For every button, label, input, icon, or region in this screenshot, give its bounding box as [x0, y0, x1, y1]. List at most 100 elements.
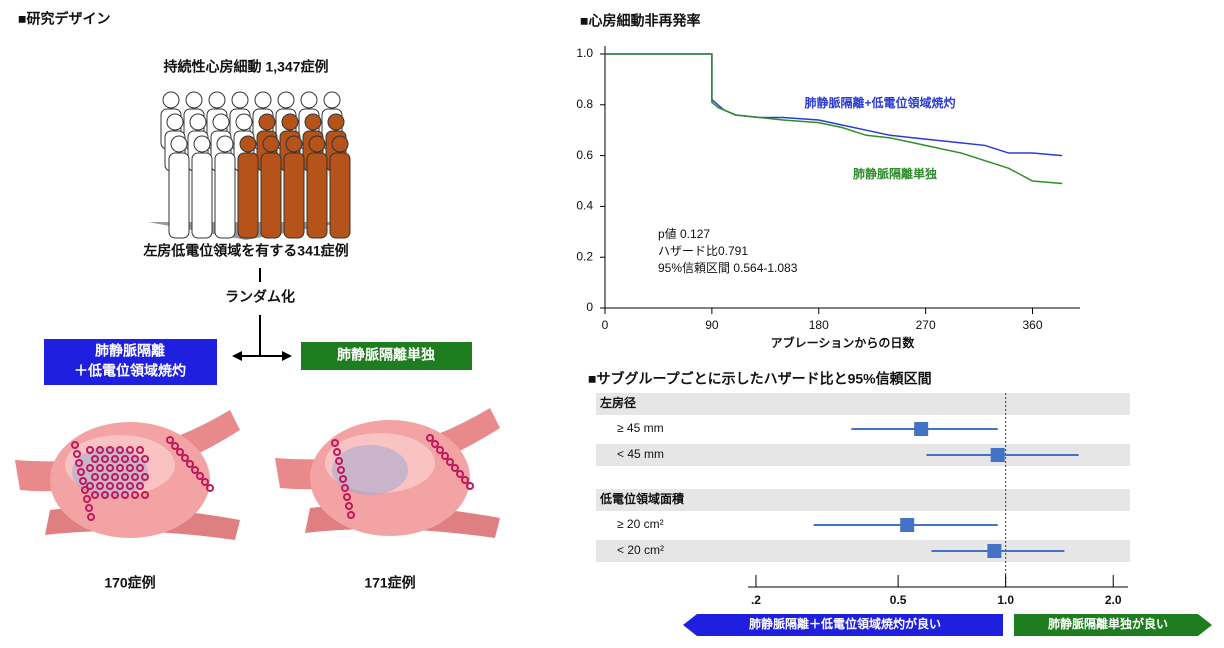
arm-b-n: 171症例 [364, 575, 415, 591]
hr-square [914, 422, 929, 436]
ablation-dot [91, 455, 99, 463]
hr-square [987, 544, 1002, 558]
arrowhead [232, 351, 242, 361]
arm-a-label: ＋低電位領域焼灼 [74, 363, 186, 379]
ablation-dot [116, 446, 124, 454]
ablation-dot [456, 470, 464, 478]
chart-title: ■サブグループごとに示したハザード比と95%信頼区間 [588, 371, 932, 387]
row-label: ≥ 20 cm² [617, 517, 664, 531]
favor-arrow [1014, 614, 1212, 636]
ablation-dot [341, 484, 349, 492]
ablation-dot [131, 491, 139, 499]
row-label: ≥ 45 mm [617, 421, 664, 435]
person-head [281, 113, 299, 131]
person-head [308, 135, 326, 153]
person-body [260, 152, 282, 239]
ablation-dot [111, 455, 119, 463]
y-tick-label: 0.4 [576, 199, 593, 213]
x-tick-label: 0.5 [890, 593, 907, 607]
person-head [262, 135, 280, 153]
chart-title: ■心房細動非再発率 [580, 13, 700, 29]
person-head [327, 113, 345, 131]
person-head [208, 91, 226, 109]
ablation-dot [106, 464, 114, 472]
person-head [189, 113, 207, 131]
y-tick-label: 0.8 [576, 97, 593, 111]
person-head [323, 91, 341, 109]
x-tick-label: 1.0 [997, 593, 1014, 607]
ablation-dot [176, 448, 184, 456]
x-tick-label: 360 [1022, 318, 1042, 332]
person-head [212, 113, 230, 131]
person-head [193, 135, 211, 153]
ablation-dot [91, 473, 99, 481]
person-head [254, 91, 272, 109]
person-head [239, 135, 257, 153]
arm-b-box [301, 342, 472, 370]
ablation-dot [196, 472, 204, 480]
low-voltage-area [332, 445, 408, 495]
ablation-dot [451, 464, 459, 472]
person-head [216, 135, 234, 153]
arm-b-label: 肺静脈隔離単独 [337, 347, 435, 363]
ablation-dot [426, 434, 434, 442]
ablation-dot [86, 464, 94, 472]
population: 持続性心房細動 1,347症例 [164, 59, 329, 75]
ablation-dot [96, 446, 104, 454]
ablation-dot [85, 504, 93, 512]
ablation-dot [121, 491, 129, 499]
person-body [214, 152, 236, 239]
ablation-dot [111, 473, 119, 481]
ablation-dot [86, 482, 94, 490]
ablation-dot [446, 458, 454, 466]
person-head [170, 135, 188, 153]
ablation-dot [141, 491, 149, 499]
ablation-dot [131, 455, 139, 463]
ablation-dot [121, 455, 129, 463]
ablation-dot [86, 446, 94, 454]
hr-square [990, 448, 1005, 462]
x-tick-label: .2 [751, 593, 761, 607]
ablation-dot [73, 450, 81, 458]
person-head [166, 113, 184, 131]
ablation-dot [106, 482, 114, 490]
person-head [300, 91, 318, 109]
arm-a-n: 170症例 [104, 575, 155, 591]
ablation-dot [136, 446, 144, 454]
ablation-dot [166, 436, 174, 444]
row-label: < 45 mm [617, 447, 664, 461]
ablation-dot [101, 455, 109, 463]
randomization: ランダム化 [225, 289, 295, 305]
ablation-dot [466, 482, 474, 490]
favor-label: 肺静脈隔離＋低電位領域焼灼が良い [749, 616, 941, 631]
favor-arrow [683, 614, 1003, 636]
ablation-dot [96, 482, 104, 490]
ablation-dot [171, 442, 179, 450]
section-title: ■研究デザイン [18, 11, 110, 27]
ablation-dot [186, 460, 194, 468]
person-head [162, 91, 180, 109]
ablation-dot [111, 491, 119, 499]
decoration [44, 222, 1212, 636]
y-tick-label: 0.2 [576, 249, 593, 263]
favor-label: 肺静脈隔離単独が良い [1048, 616, 1168, 631]
subset: 左房低電位領域を有する341症例 [142, 243, 348, 259]
ablation-dot [347, 511, 355, 519]
ablation-dot [126, 464, 134, 472]
y-tick-label: 0.6 [576, 148, 593, 162]
annotation: p値 0.127 [658, 226, 710, 241]
ablation-dot [81, 486, 89, 494]
ablation-dot [206, 484, 214, 492]
person-body [168, 152, 190, 239]
ablation-dot [436, 446, 444, 454]
ablation-dot [136, 482, 144, 490]
ablation-dot [75, 459, 83, 467]
hr-square [900, 518, 915, 532]
ablation-dot [116, 464, 124, 472]
y-tick-label: 0 [586, 300, 593, 314]
ablation-dot [79, 477, 87, 485]
ablation-dot [461, 476, 469, 484]
x-tick-label: 90 [705, 318, 719, 332]
ablation-dot [191, 466, 199, 474]
ablation-dot [96, 464, 104, 472]
